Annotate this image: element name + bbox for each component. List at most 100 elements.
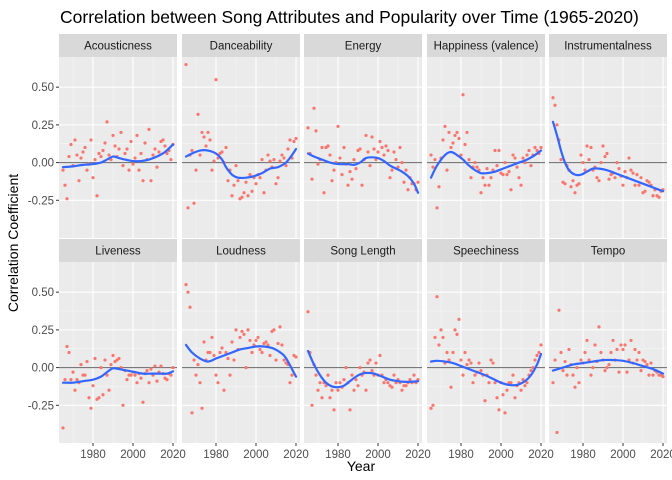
data-point: [226, 179, 230, 183]
data-point: [368, 164, 372, 168]
facet-strip: [59, 34, 177, 57]
data-point: [525, 153, 529, 157]
data-point: [364, 133, 368, 138]
data-point: [73, 138, 77, 142]
data-point: [248, 173, 252, 177]
y-tick-label: 0.50: [32, 287, 54, 299]
data-point: [250, 350, 254, 355]
data-point: [591, 365, 595, 370]
data-point: [316, 162, 320, 166]
data-point: [67, 350, 71, 355]
panel-background: [427, 262, 545, 443]
data-point: [101, 393, 105, 397]
data-point: [597, 325, 601, 329]
data-point: [585, 338, 589, 343]
panel-background: [59, 262, 177, 443]
data-point: [599, 160, 603, 165]
data-point: [135, 133, 139, 138]
data-point: [647, 373, 651, 377]
data-point: [232, 358, 236, 362]
data-point: [563, 182, 567, 186]
data-point: [651, 194, 655, 198]
data-point: [635, 173, 639, 177]
data-point: [445, 350, 449, 355]
data-point: [571, 179, 575, 183]
data-point: [153, 147, 157, 151]
smooth-trend-line: [429, 352, 543, 387]
data-point: [346, 183, 350, 187]
data-point: [372, 147, 376, 151]
data-point: [577, 182, 581, 186]
data-point: [633, 183, 637, 187]
data-point: [433, 157, 437, 162]
data-point: [615, 160, 619, 165]
data-point: [65, 197, 69, 201]
chart-title: Correlation between Song Attributes and …: [60, 7, 639, 27]
data-point: [292, 139, 296, 144]
panel-background: [427, 57, 545, 238]
data-point: [643, 189, 647, 193]
data-point: [583, 350, 587, 355]
data-point: [320, 145, 324, 150]
data-point: [153, 364, 157, 368]
data-point: [589, 145, 593, 150]
data-point: [501, 393, 505, 397]
data-point: [374, 361, 378, 365]
data-point: [336, 388, 340, 392]
data-point: [264, 340, 268, 344]
data-point: [404, 168, 408, 172]
data-point: [121, 403, 125, 407]
data-point: [202, 340, 206, 344]
data-point: [449, 145, 453, 150]
data-point: [244, 180, 248, 184]
data-point: [511, 153, 515, 157]
data-point: [186, 206, 190, 210]
facet-loudness: Loudness: [182, 239, 300, 443]
data-point: [212, 353, 216, 358]
data-point: [358, 147, 362, 151]
data-point: [81, 150, 85, 154]
facet-strip: [59, 239, 177, 262]
data-point: [657, 195, 661, 199]
data-point: [453, 328, 457, 332]
data-point: [408, 378, 412, 382]
data-point: [318, 381, 322, 385]
data-point: [284, 164, 288, 168]
data-point: [521, 378, 525, 382]
data-point: [429, 406, 433, 410]
data-point: [348, 408, 352, 412]
data-point: [171, 365, 175, 370]
data-point: [465, 362, 469, 367]
data-point: [607, 177, 611, 181]
data-point: [220, 346, 224, 350]
x-tick-label: 2000: [610, 449, 636, 461]
data-point: [69, 142, 73, 147]
data-point: [491, 361, 495, 365]
data-point: [198, 153, 202, 157]
facet-strip-label: Danceability: [210, 41, 273, 53]
data-point: [645, 362, 649, 367]
data-point: [129, 139, 133, 144]
data-point: [573, 385, 577, 389]
data-point: [278, 159, 282, 163]
data-point: [649, 361, 653, 365]
data-point: [461, 373, 465, 377]
data-point: [200, 130, 204, 135]
data-point: [280, 153, 284, 157]
data-point: [639, 176, 643, 180]
x-tick-label: 1980: [570, 449, 596, 461]
data-point: [489, 358, 493, 362]
data-point: [210, 335, 214, 340]
data-point: [595, 176, 599, 180]
data-point: [511, 373, 515, 377]
data-point: [210, 168, 214, 172]
data-point: [73, 388, 77, 392]
data-point: [294, 355, 298, 359]
data-point: [314, 373, 318, 377]
x-tick-label: 1980: [80, 449, 106, 461]
data-point: [316, 388, 320, 392]
data-point: [75, 153, 79, 157]
data-point: [326, 373, 330, 377]
data-point: [475, 165, 479, 169]
panel-background: [304, 262, 422, 443]
